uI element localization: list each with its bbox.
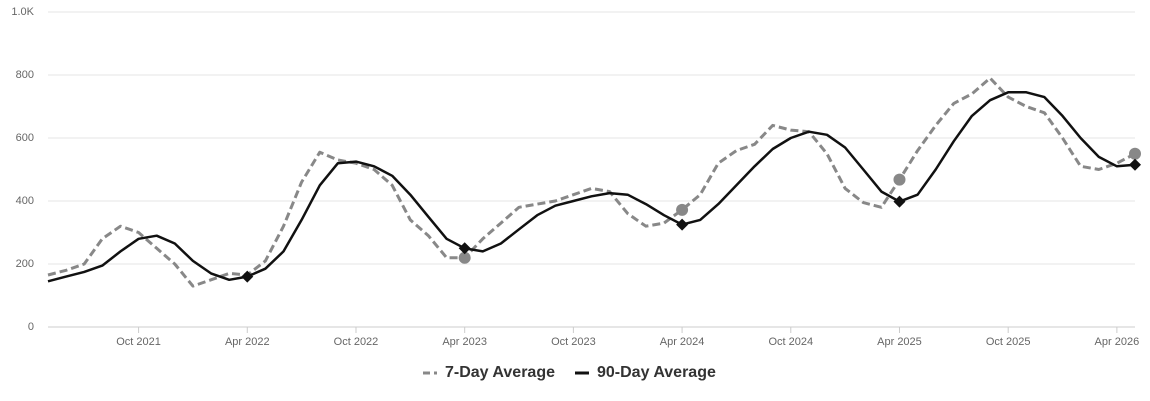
point-marker bbox=[458, 251, 471, 264]
y-tick-label: 1.0K bbox=[11, 6, 34, 18]
x-tick-label: Apr 2022 bbox=[225, 336, 270, 348]
x-tick-label: Apr 2025 bbox=[877, 336, 922, 348]
x-tick-label: Oct 2025 bbox=[986, 336, 1031, 348]
point-marker bbox=[676, 203, 689, 216]
point-marker bbox=[458, 242, 471, 255]
x-tick-label: Apr 2023 bbox=[442, 336, 487, 348]
point-marker bbox=[241, 270, 254, 283]
y-tick-label: 200 bbox=[16, 258, 34, 270]
point-marker bbox=[676, 218, 689, 231]
y-tick-label: 600 bbox=[16, 132, 34, 144]
line-series bbox=[47, 76, 1136, 288]
point-marker bbox=[1129, 158, 1141, 171]
y-tick-label: 800 bbox=[16, 69, 34, 81]
x-tick-label: Apr 2026 bbox=[1095, 336, 1140, 348]
point-marker bbox=[1129, 147, 1141, 160]
point-marker bbox=[893, 195, 906, 208]
x-tick-label: Oct 2023 bbox=[551, 336, 596, 348]
legend-label: 7-Day Average bbox=[445, 364, 555, 381]
y-tick-label: 0 bbox=[28, 321, 34, 333]
x-tick-label: Apr 2024 bbox=[660, 336, 705, 348]
x-tick-label: Oct 2022 bbox=[334, 336, 379, 348]
x-tick-label: Oct 2024 bbox=[768, 336, 813, 348]
y-tick-label: 400 bbox=[16, 195, 34, 207]
x-tick-label: Oct 2021 bbox=[116, 336, 161, 348]
point-marker bbox=[893, 173, 906, 186]
line-series bbox=[47, 91, 1136, 283]
legend-label: 90-Day Average bbox=[597, 364, 716, 381]
